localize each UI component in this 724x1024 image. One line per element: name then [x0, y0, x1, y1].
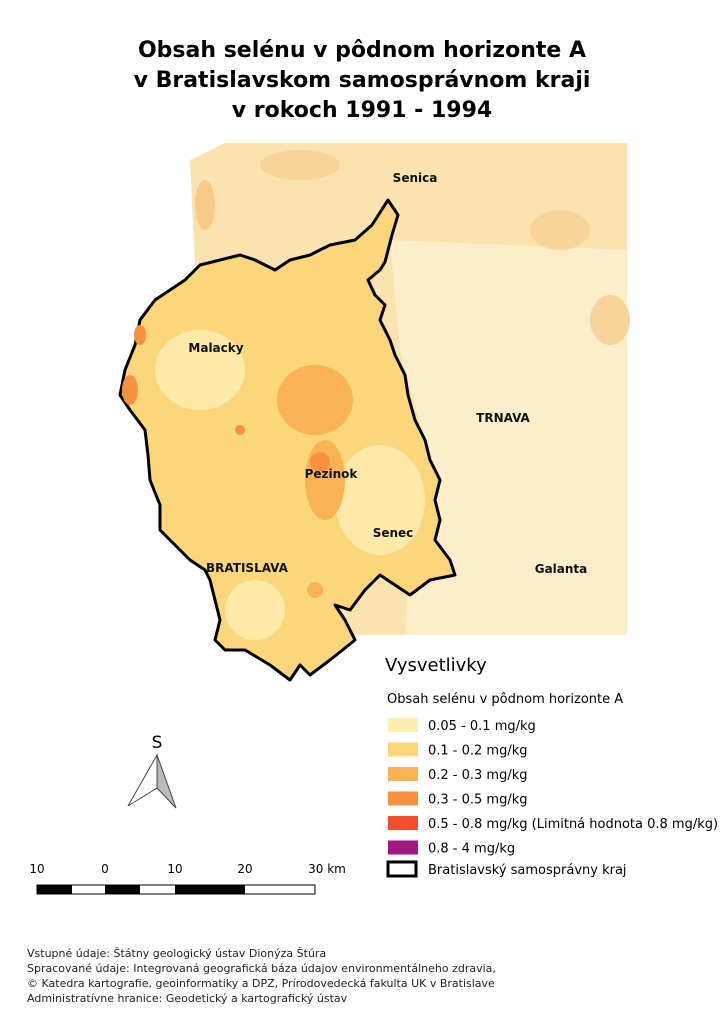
title-line: Obsah selénu v pôdnom horizonte A	[138, 38, 586, 63]
legend-subtitle: Obsah selénu v pôdnom horizonte A	[387, 692, 623, 707]
scale-bar: 10 0 10 20 30 km	[29, 862, 346, 895]
blob	[225, 580, 285, 640]
blob	[335, 445, 425, 555]
legend-title: Vysvetlivky	[385, 655, 487, 676]
legend-label: Bratislavský samosprávny kraj	[428, 863, 627, 878]
blob	[235, 425, 245, 435]
legend-swatch	[388, 742, 418, 757]
place-label: Senec	[373, 526, 414, 540]
legend-label: 0.8 - 4 mg/kg	[428, 842, 515, 857]
place-label: BRATISLAVA	[206, 561, 289, 575]
place-label: Pezinok	[305, 467, 359, 481]
footer-line: Administratívne hranice: Geodetický a ka…	[27, 992, 348, 1005]
legend-label: 0.3 - 0.5 mg/kg	[428, 793, 528, 808]
footer-line: © Katedra kartografie, geoinformatiky a …	[27, 977, 495, 990]
lighter-zone	[390, 240, 627, 635]
blob	[260, 150, 340, 180]
scale-segment	[105, 885, 140, 894]
legend-swatch	[388, 816, 418, 830]
blob	[195, 180, 215, 230]
blob	[310, 452, 330, 472]
footer-line: Vstupné údaje: Štátny geologický ústav D…	[27, 947, 326, 960]
blob	[155, 330, 245, 410]
north-label: S	[152, 733, 163, 753]
scale-label: 10	[167, 862, 182, 876]
map: Senica Malacky TRNAVA Pezinok Senec BRAT…	[118, 143, 630, 682]
blob	[134, 325, 146, 345]
blob	[590, 295, 630, 345]
legend-label: 0.5 - 0.8 mg/kg (Limitná hodnota 0.8 mg/…	[428, 817, 718, 832]
place-label: TRNAVA	[476, 411, 530, 425]
scale-segment	[175, 885, 245, 894]
footer-line: Spracované údaje: Integrovaná geografick…	[27, 962, 496, 975]
legend-swatch	[388, 767, 418, 781]
blob	[277, 365, 353, 435]
arrow-half	[127, 753, 158, 807]
legend-swatch	[388, 791, 418, 806]
scale-label: 30 km	[308, 862, 346, 876]
scale-label: 0	[101, 862, 109, 876]
boundary-swatch	[386, 860, 418, 878]
arrow-half	[156, 754, 177, 809]
legend-box	[370, 635, 724, 895]
scale-segment	[37, 885, 72, 894]
scale-label: 20	[237, 862, 252, 876]
north-arrow: S	[127, 733, 177, 809]
legend-label: 0.05 - 0.1 mg/kg	[428, 719, 536, 734]
legend-swatch	[388, 718, 418, 732]
title-line: v Bratislavskom samosprávnom kraji	[134, 68, 591, 93]
place-label: Malacky	[188, 341, 243, 355]
title-line: v rokoch 1991 - 1994	[232, 98, 492, 123]
scale-label: 10	[29, 862, 44, 876]
blob	[530, 210, 590, 250]
legend-items: 0.05 - 0.1 mg/kg 0.1 - 0.2 mg/kg 0.2 - 0.3…	[388, 718, 718, 857]
place-label: Senica	[393, 171, 438, 185]
blob	[122, 375, 138, 405]
blob	[307, 582, 323, 598]
legend-label: 0.2 - 0.3 mg/kg	[428, 768, 528, 783]
legend-swatch	[388, 840, 418, 855]
region	[118, 198, 457, 682]
legend-label: 0.1 - 0.2 mg/kg	[428, 744, 528, 759]
place-label: Galanta	[535, 562, 588, 576]
